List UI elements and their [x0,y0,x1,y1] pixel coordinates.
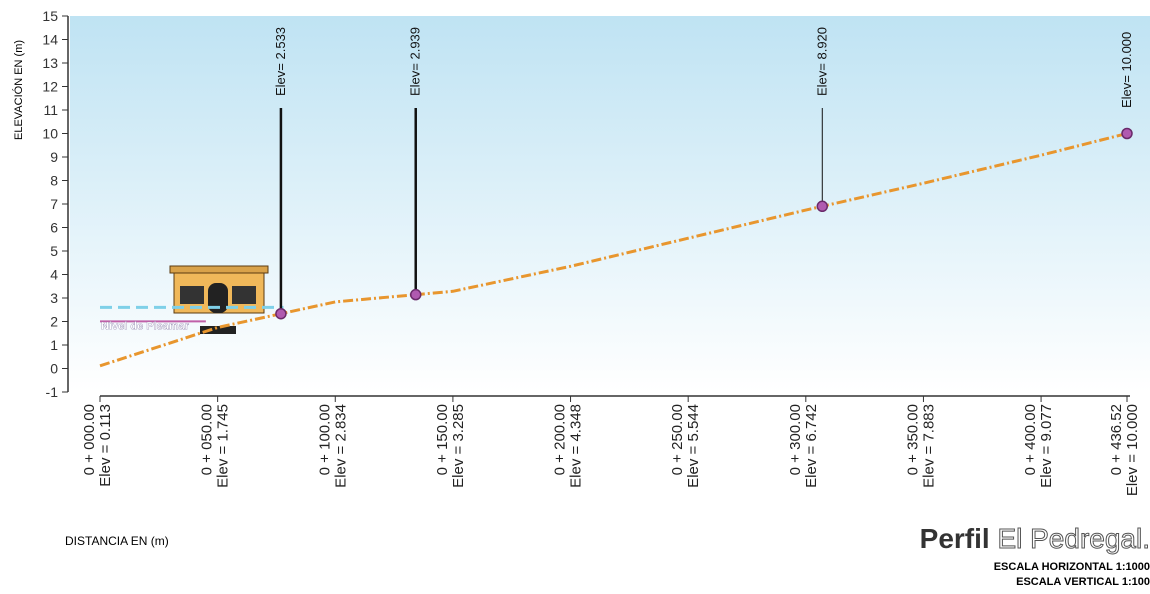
y-tick-label: 0 [50,361,58,377]
x-tick-label: 0 + 400.00 [1022,404,1039,475]
y-tick-label: 5 [50,243,58,259]
x-tick-label: 0 + 436.52 [1108,404,1125,475]
annotation-label: Elev= 10.000 [1119,32,1134,108]
y-tick-label: 11 [43,102,58,118]
window [232,286,256,304]
elev-label: Elev = 4.348 [568,404,585,488]
elev-label: Elev = 2.834 [332,404,349,488]
elev-label: Elev = 9.077 [1038,404,1055,488]
elev-label: Elev = 10.000 [1124,404,1141,496]
annotation-marker [816,200,829,213]
x-axis-label: DISTANCIA EN (m) [65,534,169,548]
pedestal [200,326,236,334]
y-tick-label: 12 [42,79,58,95]
x-tick-label: 0 + 150.00 [434,404,451,475]
building-roof [169,265,269,274]
title-b: El Pedregal. [997,523,1150,554]
y-axis-label: ELEVACIÓN EN (m) [12,40,25,140]
x-tick-label: 0 + 100.00 [316,404,333,475]
y-tick-label: 15 [42,8,58,24]
annotation-label: Elev= 2.533 [273,27,288,96]
y-tick-label: 14 [42,32,58,48]
y-tick-label: 3 [50,290,58,306]
x-tick-label: 0 + 250.00 [669,404,686,475]
sky [70,16,1150,392]
y-tick-label: 9 [50,149,58,165]
elev-label: Elev = 7.883 [920,404,937,488]
y-tick-label: 1 [50,337,58,353]
elev-label: Elev = 6.742 [803,404,820,488]
scale-h: ESCALA HORIZONTAL 1:1000 [994,561,1150,573]
y-tick-label: 13 [42,55,58,71]
annotation-label: Elev= 8.920 [814,27,829,96]
y-tick-label: 8 [50,173,58,189]
annotation-marker [1121,127,1133,140]
y-tick-label: 7 [50,196,58,212]
elev-label: Elev = 5.544 [685,404,702,488]
x-tick-label: 0 + 350.00 [904,404,921,475]
elev-label: Elev = 1.745 [215,404,232,488]
title-a: Perfil [920,523,990,554]
window [180,286,204,304]
x-tick-label: 0 + 300.00 [787,404,804,475]
y-tick-label: 4 [50,267,58,283]
x-tick-label: 0 + 200.00 [552,404,569,475]
y-tick-label: 2 [50,314,58,330]
y-tick-label: -1 [46,384,59,400]
door [208,283,228,313]
annotation-marker [275,307,287,320]
pleamar-label: Nivel de Pleamar [101,320,190,332]
annotation-label: Elev= 2.939 [408,27,423,96]
elev-label: Elev = 0.113 [97,404,114,487]
elev-label: Elev = 3.285 [450,404,467,488]
x-tick-label: 0 + 000.00 [81,404,98,475]
annotation-marker [409,288,422,301]
x-tick-label: 0 + 050.00 [199,404,216,475]
y-tick-label: 6 [50,220,58,236]
title: Perfil El Pedregal. [920,523,1150,554]
scale-v: ESCALA VERTICAL 1:100 [1016,576,1150,588]
y-tick-label: 10 [42,126,58,142]
